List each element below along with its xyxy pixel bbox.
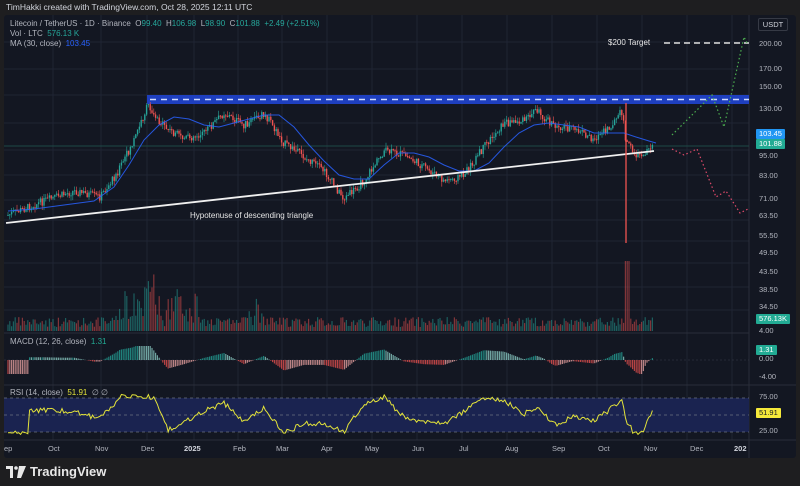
- tradingview-logo-icon: [6, 465, 26, 478]
- rsi-line: [7, 393, 653, 436]
- bullish-projection: [671, 35, 749, 136]
- candle-bars: [7, 101, 654, 220]
- time-tick: ep: [4, 444, 13, 453]
- price-tick: 130.00: [759, 104, 782, 113]
- candlesticks: [8, 103, 654, 215]
- chart-frame[interactable]: Litecoin / TetherUS · 1D · Binance O99.4…: [4, 15, 796, 458]
- price-tick: 34.50: [759, 302, 778, 311]
- time-tick: May: [365, 444, 380, 453]
- macd-value: 1.31: [90, 337, 107, 346]
- support-line: [5, 150, 655, 224]
- macd-tick: 0.00: [759, 354, 774, 363]
- time-tick: 202: [734, 444, 747, 453]
- price-tick: 55.50: [759, 231, 778, 240]
- macd-tag: 1.31: [756, 345, 777, 355]
- ma-price-tag: 103.45: [756, 129, 785, 139]
- price-tick: 200.00: [759, 39, 782, 48]
- price-tick: 71.00: [759, 194, 778, 203]
- volume-legend: Vol · LTC 576.13 K: [10, 29, 80, 38]
- bearish-projection: [671, 148, 749, 214]
- volume-bars: [7, 261, 653, 331]
- attribution-text: TimHakki created with TradingView.com, O…: [6, 2, 253, 12]
- time-tick: Jun: [412, 444, 425, 453]
- time-tick: Oct: [598, 444, 610, 453]
- symbol-label: Litecoin / TetherUS · 1D · Binance: [10, 19, 131, 28]
- price-tick: 170.00: [759, 64, 782, 73]
- close-value: 101.88: [235, 19, 260, 28]
- time-tick: Aug: [505, 444, 519, 453]
- volume-value: 576.13 K: [47, 29, 80, 38]
- time-tick: Dec: [141, 444, 155, 453]
- time-tick: Mar: [276, 444, 289, 453]
- rsi-tick: 25.00: [759, 426, 778, 435]
- low-value: 98.90: [205, 19, 226, 28]
- change-value: +2.49 (+2.51%): [264, 19, 320, 28]
- open-value: 99.40: [141, 19, 162, 28]
- target-annotation: $200 Target: [608, 38, 651, 47]
- time-tick: Jul: [459, 444, 469, 453]
- price-tick: 150.00: [759, 82, 782, 91]
- price-tick: 38.50: [759, 285, 778, 294]
- ma-legend: MA (30, close) 103.45: [10, 39, 91, 48]
- rsi-value: 51.91: [67, 388, 88, 397]
- time-tick: Apr: [321, 444, 333, 453]
- time-tick: Nov: [644, 444, 658, 453]
- time-tick: Feb: [233, 444, 246, 453]
- volume-tag: 576.13K: [756, 314, 790, 324]
- time-tick: Nov: [95, 444, 109, 453]
- rsi-tag: 51.91: [756, 408, 781, 418]
- chart-canvas[interactable]: [4, 15, 796, 458]
- footer: TradingView: [0, 458, 800, 486]
- tradingview-logo[interactable]: TradingView: [6, 464, 106, 479]
- price-tick: 49.50: [759, 248, 778, 257]
- close-price-tag: 101.88: [756, 139, 785, 149]
- rsi-legend: RSI (14, close) 51.91 ∅ ∅: [10, 388, 109, 397]
- ma-value: 103.45: [65, 39, 91, 48]
- macd-tick: -4.00: [759, 372, 777, 381]
- time-tick: Dec: [690, 444, 704, 453]
- price-tick: 95.00: [759, 151, 778, 160]
- macd-histogram: [7, 346, 653, 374]
- price-tick: 83.00: [759, 171, 778, 180]
- grid: [4, 15, 749, 440]
- ma-line: [7, 114, 657, 212]
- price-tick: 43.50: [759, 267, 778, 276]
- rsi-tick: 75.00: [759, 392, 778, 401]
- brand-name: TradingView: [30, 464, 107, 479]
- attribution-header: TimHakki created with TradingView.com, O…: [0, 0, 800, 15]
- hypotenuse-annotation: Hypotenuse of descending triangle: [190, 211, 314, 220]
- macd-legend: MACD (12, 26, close) 1.31: [10, 337, 107, 346]
- macd-tick: 4.00: [759, 326, 774, 335]
- price-tick: 63.50: [759, 211, 778, 220]
- ohlc-legend: Litecoin / TetherUS · 1D · Binance O99.4…: [10, 19, 320, 28]
- time-tick: Oct: [48, 444, 60, 453]
- time-tick: 2025: [184, 444, 201, 453]
- high-value: 106.98: [171, 19, 197, 28]
- time-tick: Sep: [552, 444, 566, 453]
- currency-button[interactable]: USDT: [758, 18, 788, 31]
